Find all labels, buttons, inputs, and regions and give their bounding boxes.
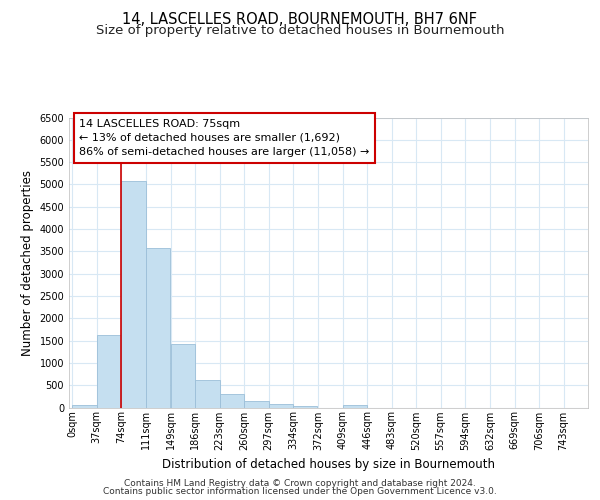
X-axis label: Distribution of detached houses by size in Bournemouth: Distribution of detached houses by size … xyxy=(162,458,495,471)
Bar xyxy=(343,406,367,407)
Bar xyxy=(196,380,220,407)
Text: Size of property relative to detached houses in Bournemouth: Size of property relative to detached ho… xyxy=(96,24,504,37)
Text: Contains public sector information licensed under the Open Government Licence v3: Contains public sector information licen… xyxy=(103,487,497,496)
Text: 14 LASCELLES ROAD: 75sqm
← 13% of detached houses are smaller (1,692)
86% of sem: 14 LASCELLES ROAD: 75sqm ← 13% of detach… xyxy=(79,119,370,157)
Bar xyxy=(121,181,146,408)
Text: 14, LASCELLES ROAD, BOURNEMOUTH, BH7 6NF: 14, LASCELLES ROAD, BOURNEMOUTH, BH7 6NF xyxy=(122,12,478,28)
Bar xyxy=(293,406,317,407)
Bar xyxy=(244,400,269,407)
Y-axis label: Number of detached properties: Number of detached properties xyxy=(21,170,34,356)
Bar xyxy=(73,405,97,407)
Bar xyxy=(269,404,293,407)
Bar xyxy=(220,394,244,407)
Bar xyxy=(97,335,121,407)
Bar xyxy=(146,248,170,408)
Text: Contains HM Land Registry data © Crown copyright and database right 2024.: Contains HM Land Registry data © Crown c… xyxy=(124,478,476,488)
Bar xyxy=(171,344,195,408)
